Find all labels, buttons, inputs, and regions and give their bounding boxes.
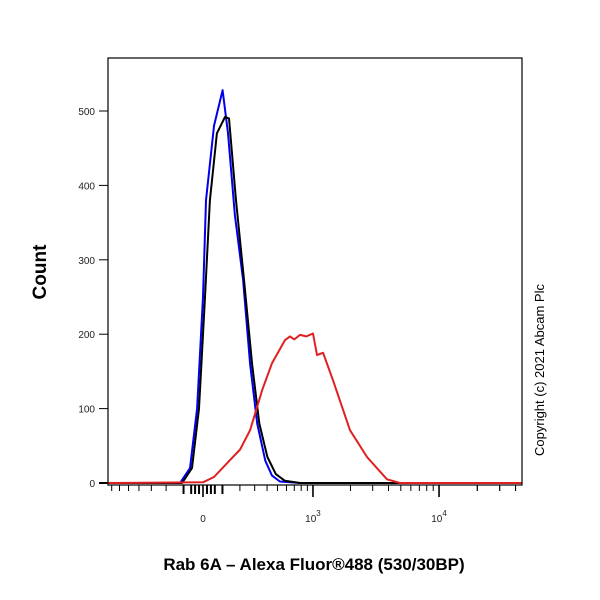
plot-frame <box>107 57 523 486</box>
copyright-text: Copyright (c) 2021 Abcam Plc <box>532 284 547 456</box>
x-axis-label: Rab 6A – Alexa Fluor®488 (530/30BP) <box>163 555 464 574</box>
x-tick-label: 0 <box>200 514 206 525</box>
series-lines <box>108 89 523 484</box>
series-line-2 <box>108 332 523 484</box>
y-tick-label: 400 <box>78 181 95 192</box>
y-axis-label: Count <box>30 244 51 300</box>
y-axis: 0 100 200 300 400 500 <box>78 107 108 490</box>
x-tick-label: 104 <box>431 509 447 525</box>
y-tick-label: 0 <box>89 479 95 490</box>
y-tick-label: 300 <box>78 256 95 267</box>
y-tick-label: 100 <box>78 405 95 416</box>
x-tick-label: 103 <box>305 509 321 525</box>
y-tick-label: 200 <box>78 330 95 341</box>
series-line-1 <box>108 116 523 484</box>
series-line-0 <box>108 89 523 484</box>
x-axis: 0 103 104 <box>111 485 517 525</box>
y-tick-label: 500 <box>78 107 95 118</box>
